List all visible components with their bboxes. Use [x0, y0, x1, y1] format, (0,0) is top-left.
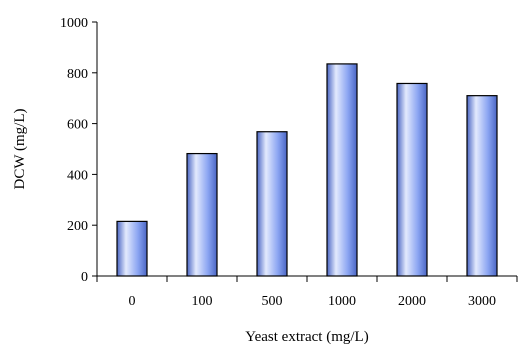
y-tick-label: 400	[67, 168, 88, 183]
y-ticks-group: 0 200 400 600 800 1000	[60, 16, 97, 285]
x-axis-title: Yeast extract (mg/L)	[245, 329, 368, 345]
bar-100	[186, 152, 218, 277]
x-tick-label: 100	[192, 294, 213, 309]
y-tick-label: 200	[67, 219, 88, 234]
bar-1000	[326, 63, 358, 277]
y-tick-label: 600	[67, 118, 88, 133]
x-tick-label: 3000	[468, 294, 496, 309]
x-tick-label: 2000	[398, 294, 426, 309]
bar-500	[256, 131, 288, 277]
bar-3000	[466, 95, 498, 277]
x-tick-label: 1000	[328, 294, 356, 309]
y-axis-title: DCW (mg/L)	[12, 109, 28, 190]
x-tick-label: 500	[262, 294, 283, 309]
y-tick-label: 800	[67, 67, 88, 82]
bars-group	[116, 63, 498, 277]
y-tick-label: 1000	[60, 16, 88, 31]
bar-2000	[396, 82, 428, 277]
x-tick-label: 0	[129, 294, 136, 309]
y-tick-label: 0	[81, 270, 88, 285]
x-ticks-group: 0 100 500 1000 2000 3000	[96, 276, 518, 309]
bar-0	[116, 220, 148, 277]
